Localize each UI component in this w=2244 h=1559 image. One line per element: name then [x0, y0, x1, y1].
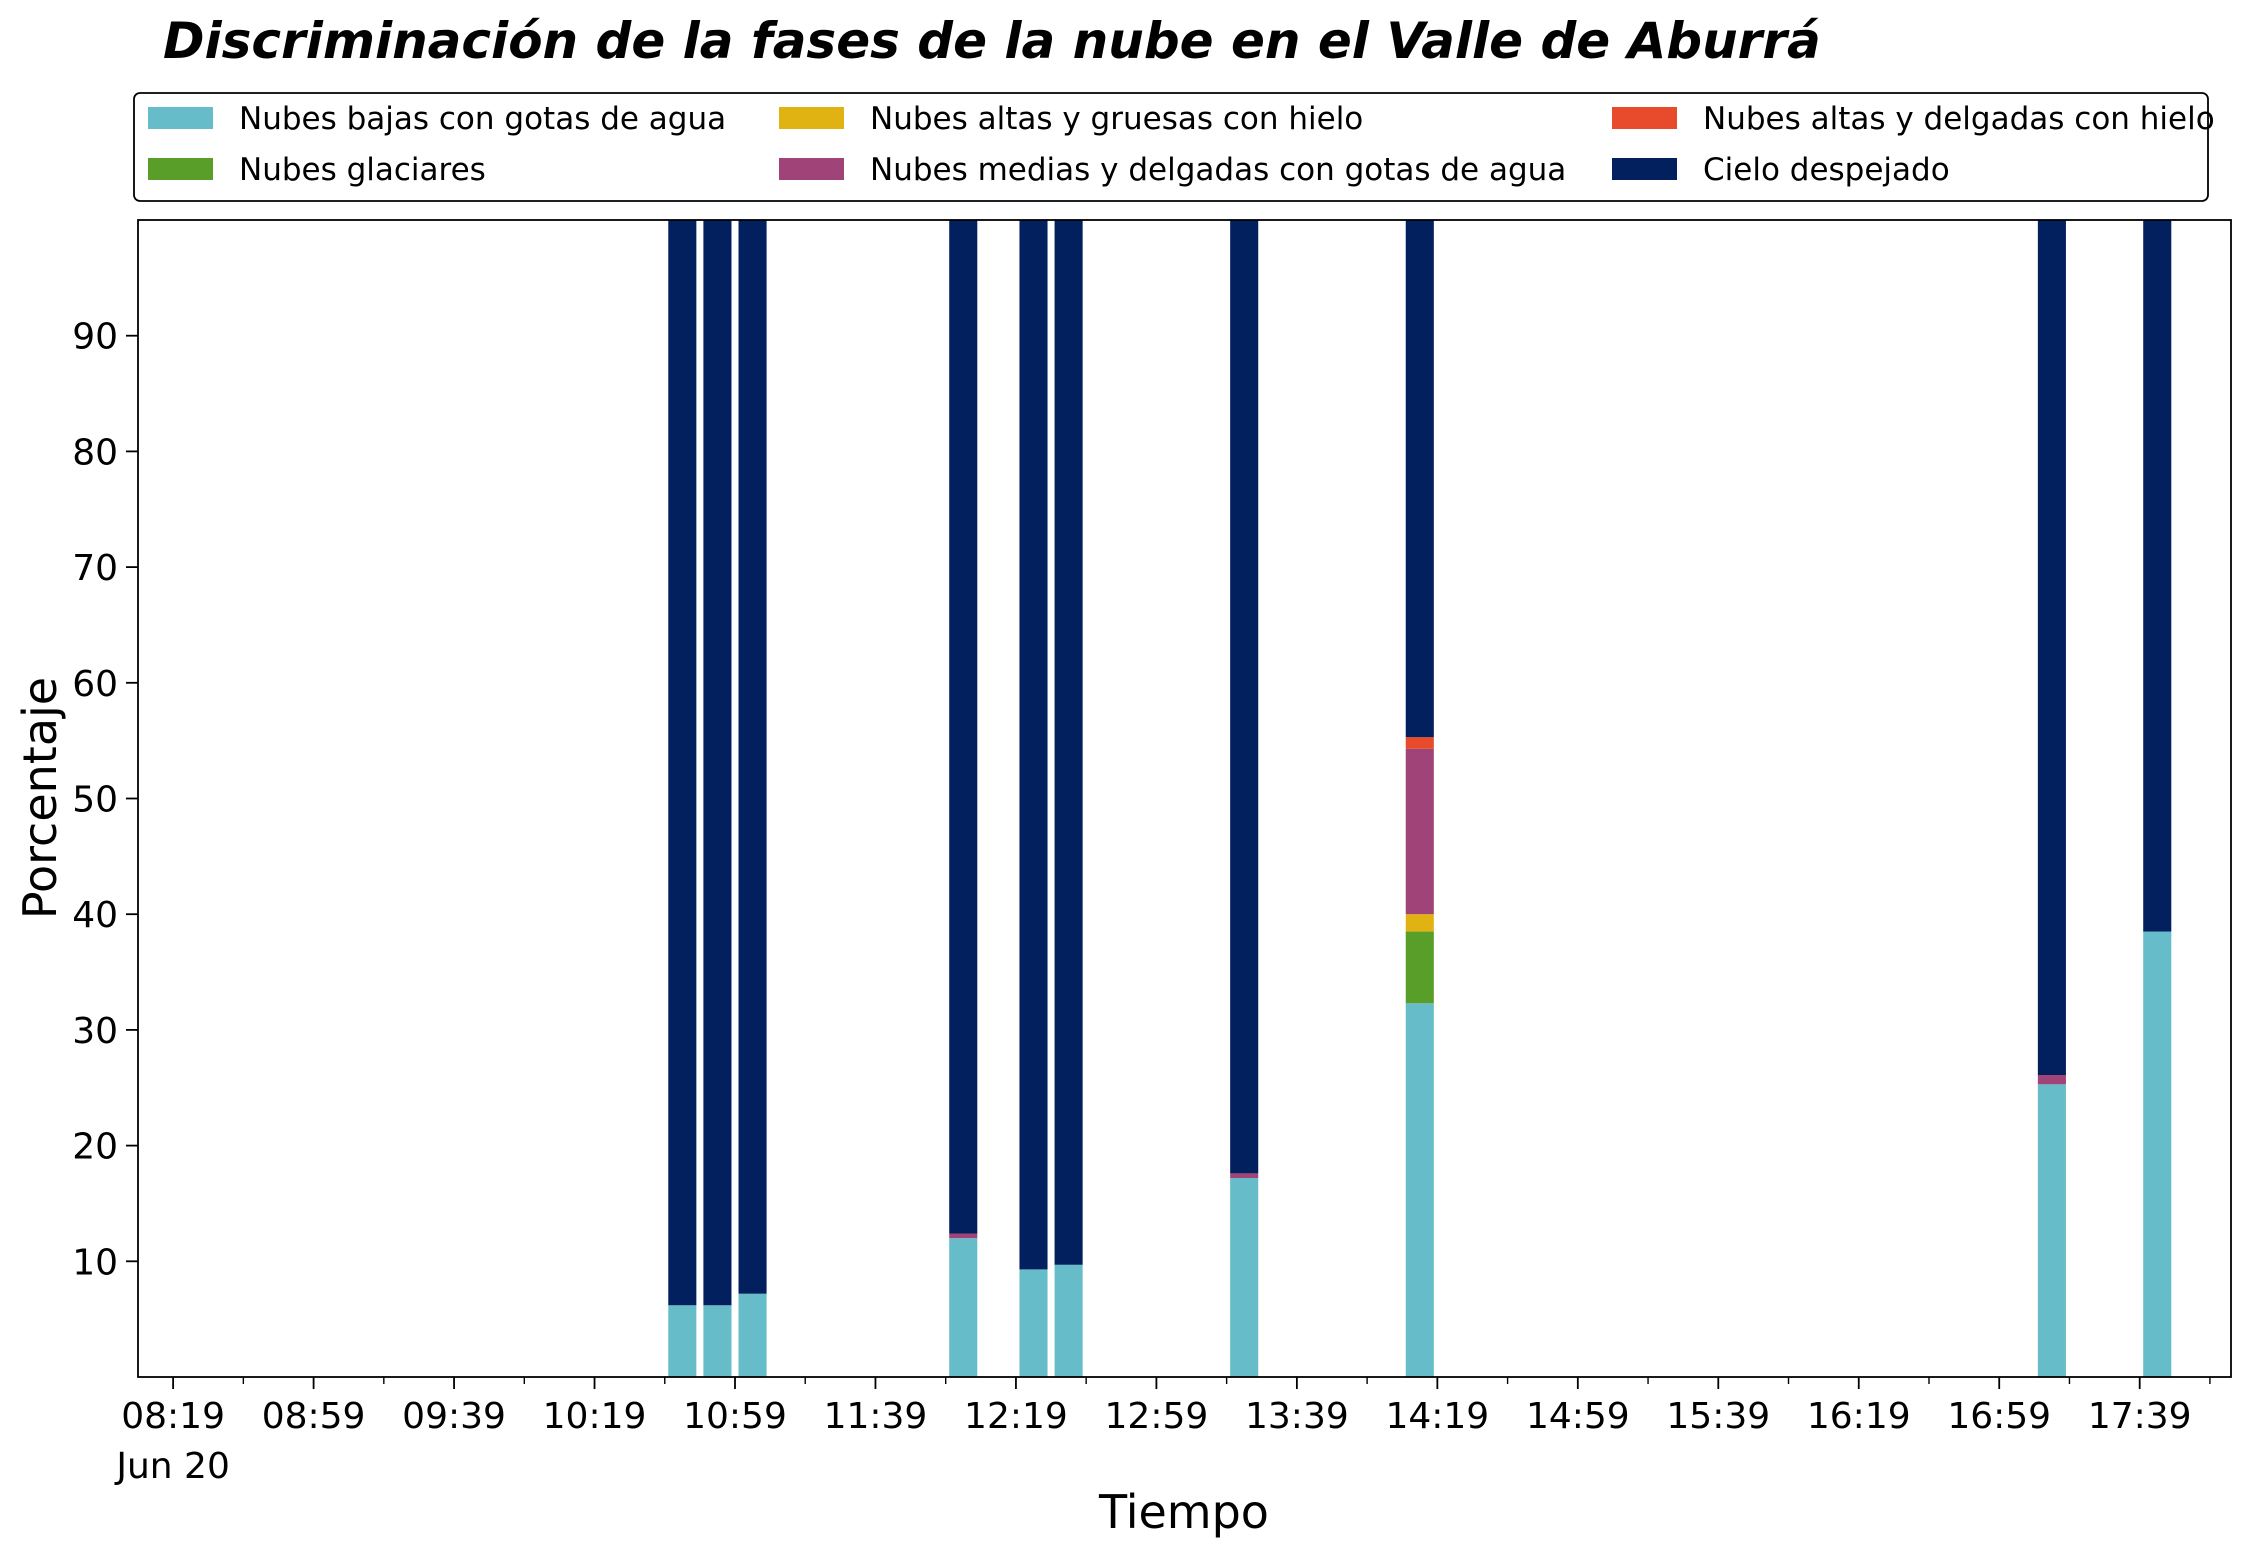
x-axis: 08:19 08:59 09:39 10:19 10:59 11:39 12:19 12:59… [114, 1377, 2211, 1487]
bar-nubes-medias-y-delgadas-con-gotas-de-agua-1414 [1405, 748, 1434, 915]
x-tick-label: 16:19 [1807, 1396, 1911, 1437]
x-tick-label: 09:39 [402, 1396, 506, 1437]
y-tick-label: 10 [72, 1242, 118, 1283]
bar-nubes-medias-y-delgadas-con-gotas-de-agua-1324 [1230, 1173, 1259, 1178]
y-tick-label: 30 [72, 1011, 118, 1052]
bar-nubes-bajas-con-gotas-de-agua-1234 [1054, 1264, 1083, 1377]
bar-cielo-despejado-1224 [1019, 220, 1048, 1270]
bar-cielo-despejado-1104 [738, 220, 767, 1294]
legend-item-nubes-altas-y-gruesas-con-hielo: Nubes altas y gruesas con hielo [779, 101, 1363, 137]
legend-frame [133, 92, 2209, 202]
x-tick-label: 12:19 [964, 1396, 1068, 1437]
x-tick-label: 12:59 [1105, 1396, 1209, 1437]
x-tick-label: 08:19 [121, 1396, 225, 1437]
bar-nubes-medias-y-delgadas-con-gotas-de-agua-1204 [949, 1233, 978, 1239]
bar-nubes-bajas-con-gotas-de-agua-1744 [2143, 931, 2172, 1377]
legend-label: Nubes glaciares [239, 152, 486, 188]
legend-label: Cielo despejado [1703, 152, 1950, 188]
bar-cielo-despejado-1054 [703, 220, 732, 1306]
y-tick-label: 20 [72, 1127, 118, 1168]
y-tick-label: 40 [72, 895, 118, 936]
legend-swatch [148, 107, 213, 129]
bar-nubes-altas-y-gruesas-con-hielo-1414 [1405, 914, 1434, 932]
plot-frame [137, 219, 2232, 1378]
bar-cielo-despejado-1744 [2143, 220, 2172, 932]
legend-item-nubes-glaciares: Nubes glaciares [148, 152, 486, 188]
y-tick-label: 70 [72, 548, 118, 589]
bar-nubes-bajas-con-gotas-de-agua-1324 [1230, 1178, 1259, 1377]
y-axis-label: Porcentaje [13, 677, 67, 919]
bars [668, 220, 2172, 1377]
bar-nubes-bajas-con-gotas-de-agua-1204 [949, 1238, 978, 1377]
y-tick-label: 80 [72, 432, 118, 473]
x-tick-label: 17:39 [2088, 1396, 2192, 1437]
bar-nubes-bajas-con-gotas-de-agua-1054 [703, 1305, 732, 1377]
legend-label: Nubes altas y delgadas con hielo [1703, 101, 2215, 137]
legend-item-nubes-altas-y-delgadas-con-hielo: Nubes altas y delgadas con hielo [1612, 101, 2215, 137]
bar-nubes-bajas-con-gotas-de-agua-1044 [668, 1305, 697, 1377]
y-tick-label: 90 [72, 317, 118, 358]
x-tick-label: 15:39 [1666, 1396, 1770, 1437]
legend-swatch [1612, 158, 1677, 180]
legend-swatch [148, 158, 213, 180]
bar-nubes-medias-y-delgadas-con-gotas-de-agua-1714 [2037, 1075, 2066, 1085]
bar-nubes-bajas-con-gotas-de-agua-1414 [1405, 1003, 1434, 1377]
bar-cielo-despejado-1414 [1405, 220, 1434, 738]
legend-swatch [779, 107, 844, 129]
bar-nubes-bajas-con-gotas-de-agua-1224 [1019, 1269, 1048, 1377]
x-tick-label: 14:19 [1385, 1396, 1489, 1437]
x-tick-label: 13:39 [1245, 1396, 1349, 1437]
x-tick-label: 10:19 [543, 1396, 647, 1437]
bar-nubes-bajas-con-gotas-de-agua-1104 [738, 1293, 767, 1377]
bar-nubes-bajas-con-gotas-de-agua-1714 [2037, 1084, 2066, 1377]
legend: Nubes bajas con gotas de agua Nubes glaci… [133, 92, 2215, 202]
bar-cielo-despejado-1714 [2037, 220, 2066, 1076]
x-tick-label: 16:59 [1947, 1396, 2051, 1437]
x-tick-label: 14:59 [1526, 1396, 1630, 1437]
x-tick-label: 10:59 [683, 1396, 787, 1437]
legend-item-nubes-medias-y-delgadas-con-gotas-de-agua: Nubes medias y delgadas con gotas de agu… [779, 152, 1566, 188]
legend-label: Nubes altas y gruesas con hielo [870, 101, 1363, 137]
legend-label: Nubes medias y delgadas con gotas de agu… [870, 152, 1566, 188]
bar-cielo-despejado-1234 [1054, 220, 1083, 1265]
legend-swatch [1612, 107, 1677, 129]
legend-item-cielo-despejado: Cielo despejado [1612, 152, 1950, 188]
bar-cielo-despejado-1044 [668, 220, 697, 1306]
y-tick-label: 50 [72, 780, 118, 821]
bar-nubes-glaciares-1414 [1405, 931, 1434, 1004]
plot-area: 10 20 30 40 50 60 70 80 90 08:19 08:59 09:39 10:19 1… [72, 219, 2232, 1487]
chart-title: Discriminación de la fases de la nube en… [163, 12, 1821, 70]
legend-item-nubes-bajas-con-gotas-de-agua: Nubes bajas con gotas de agua [148, 101, 726, 137]
x-axis-label: Tiempo [1098, 1485, 1269, 1539]
bar-nubes-altas-y-delgadas-con-hielo-1414 [1405, 737, 1434, 749]
x-tick-date-label: Jun 20 [114, 1446, 230, 1487]
legend-swatch [779, 158, 844, 180]
y-tick-label: 60 [72, 664, 118, 705]
y-axis: 10 20 30 40 50 60 70 80 90 [72, 317, 138, 1283]
x-tick-label: 11:39 [824, 1396, 928, 1437]
legend-label: Nubes bajas con gotas de agua [239, 101, 726, 137]
bar-cielo-despejado-1324 [1230, 220, 1259, 1174]
bar-cielo-despejado-1204 [949, 220, 978, 1234]
x-tick-label: 08:59 [262, 1396, 366, 1437]
